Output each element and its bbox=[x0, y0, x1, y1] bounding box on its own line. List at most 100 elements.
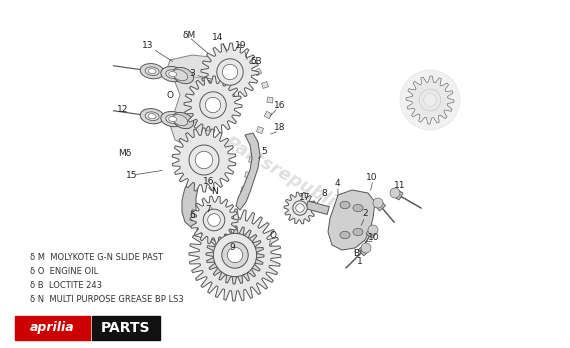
Polygon shape bbox=[184, 76, 242, 134]
Ellipse shape bbox=[173, 112, 194, 129]
Polygon shape bbox=[190, 167, 196, 173]
Text: aprilia: aprilia bbox=[30, 322, 74, 334]
Circle shape bbox=[424, 94, 436, 106]
Ellipse shape bbox=[169, 117, 177, 121]
Text: 16: 16 bbox=[203, 177, 215, 187]
Polygon shape bbox=[246, 224, 253, 232]
Ellipse shape bbox=[148, 114, 156, 119]
Polygon shape bbox=[203, 97, 210, 103]
Ellipse shape bbox=[166, 70, 180, 78]
Ellipse shape bbox=[145, 112, 159, 120]
Ellipse shape bbox=[173, 114, 188, 126]
Ellipse shape bbox=[173, 70, 188, 81]
Polygon shape bbox=[201, 43, 259, 101]
Ellipse shape bbox=[169, 72, 177, 77]
Circle shape bbox=[205, 97, 221, 113]
Circle shape bbox=[227, 247, 243, 263]
Text: δM: δM bbox=[182, 31, 196, 40]
Polygon shape bbox=[165, 55, 235, 148]
Text: 17: 17 bbox=[299, 192, 311, 201]
Text: 2: 2 bbox=[362, 209, 368, 219]
Polygon shape bbox=[249, 157, 255, 163]
Text: δ B  LOCTITE 243: δ B LOCTITE 243 bbox=[30, 282, 102, 291]
Polygon shape bbox=[241, 187, 247, 193]
Text: 19: 19 bbox=[235, 41, 247, 50]
Ellipse shape bbox=[148, 69, 156, 74]
Circle shape bbox=[196, 151, 213, 169]
Text: 10: 10 bbox=[368, 234, 380, 243]
Polygon shape bbox=[264, 241, 272, 249]
Circle shape bbox=[213, 234, 256, 277]
Ellipse shape bbox=[140, 109, 164, 124]
Text: 4: 4 bbox=[334, 179, 340, 188]
Text: 5: 5 bbox=[261, 148, 267, 157]
Text: O: O bbox=[270, 231, 276, 240]
Polygon shape bbox=[182, 180, 198, 228]
Bar bbox=[15, 316, 90, 340]
Ellipse shape bbox=[161, 111, 185, 127]
Polygon shape bbox=[245, 172, 251, 178]
Polygon shape bbox=[255, 251, 263, 259]
Polygon shape bbox=[406, 76, 454, 124]
Circle shape bbox=[217, 59, 243, 85]
Polygon shape bbox=[189, 151, 196, 159]
Text: 7: 7 bbox=[205, 206, 211, 214]
Circle shape bbox=[293, 201, 307, 215]
Bar bbox=[92, 316, 160, 340]
Ellipse shape bbox=[166, 115, 180, 124]
Polygon shape bbox=[205, 245, 210, 250]
Polygon shape bbox=[246, 260, 254, 267]
Polygon shape bbox=[193, 180, 200, 186]
Circle shape bbox=[200, 92, 226, 118]
Text: Partsrepublik: Partsrepublik bbox=[221, 133, 349, 217]
Ellipse shape bbox=[145, 67, 159, 76]
Text: 1: 1 bbox=[357, 258, 363, 267]
Text: 16: 16 bbox=[274, 101, 286, 110]
Polygon shape bbox=[284, 192, 316, 224]
Circle shape bbox=[222, 64, 238, 80]
Polygon shape bbox=[267, 97, 273, 103]
Circle shape bbox=[296, 204, 304, 212]
Text: δ M  MOLYKOTE G-N SLIDE PAST: δ M MOLYKOTE G-N SLIDE PAST bbox=[30, 253, 163, 262]
Circle shape bbox=[203, 209, 225, 231]
Polygon shape bbox=[207, 112, 213, 118]
Text: Mδ: Mδ bbox=[119, 149, 132, 158]
Polygon shape bbox=[206, 226, 264, 284]
Circle shape bbox=[189, 145, 219, 175]
Circle shape bbox=[222, 243, 247, 268]
Polygon shape bbox=[190, 196, 238, 244]
Circle shape bbox=[222, 242, 248, 268]
Circle shape bbox=[361, 243, 371, 253]
Polygon shape bbox=[264, 111, 272, 119]
Text: δB: δB bbox=[250, 57, 262, 66]
Text: 18: 18 bbox=[274, 124, 286, 133]
Ellipse shape bbox=[353, 204, 363, 212]
Polygon shape bbox=[393, 190, 403, 200]
Text: 3: 3 bbox=[189, 69, 195, 78]
Polygon shape bbox=[211, 256, 219, 264]
Polygon shape bbox=[225, 263, 231, 270]
Circle shape bbox=[419, 89, 441, 111]
Polygon shape bbox=[375, 200, 385, 211]
Text: PARTS: PARTS bbox=[101, 321, 150, 335]
Polygon shape bbox=[205, 125, 211, 131]
Circle shape bbox=[390, 188, 400, 198]
Ellipse shape bbox=[340, 201, 350, 209]
Text: 14: 14 bbox=[212, 33, 223, 42]
Circle shape bbox=[368, 225, 378, 235]
Text: N: N bbox=[211, 188, 218, 197]
Circle shape bbox=[207, 214, 220, 226]
Polygon shape bbox=[194, 136, 202, 144]
Text: 15: 15 bbox=[126, 171, 138, 180]
Polygon shape bbox=[234, 216, 242, 224]
Polygon shape bbox=[252, 142, 258, 148]
Text: 10: 10 bbox=[367, 174, 378, 182]
Ellipse shape bbox=[353, 228, 363, 236]
Ellipse shape bbox=[140, 64, 164, 79]
Text: δ O  ENGINE OIL: δ O ENGINE OIL bbox=[30, 268, 98, 277]
Polygon shape bbox=[256, 127, 263, 133]
Polygon shape bbox=[262, 81, 268, 88]
Text: 8: 8 bbox=[321, 189, 327, 198]
Text: 13: 13 bbox=[142, 41, 154, 50]
Circle shape bbox=[373, 198, 383, 208]
